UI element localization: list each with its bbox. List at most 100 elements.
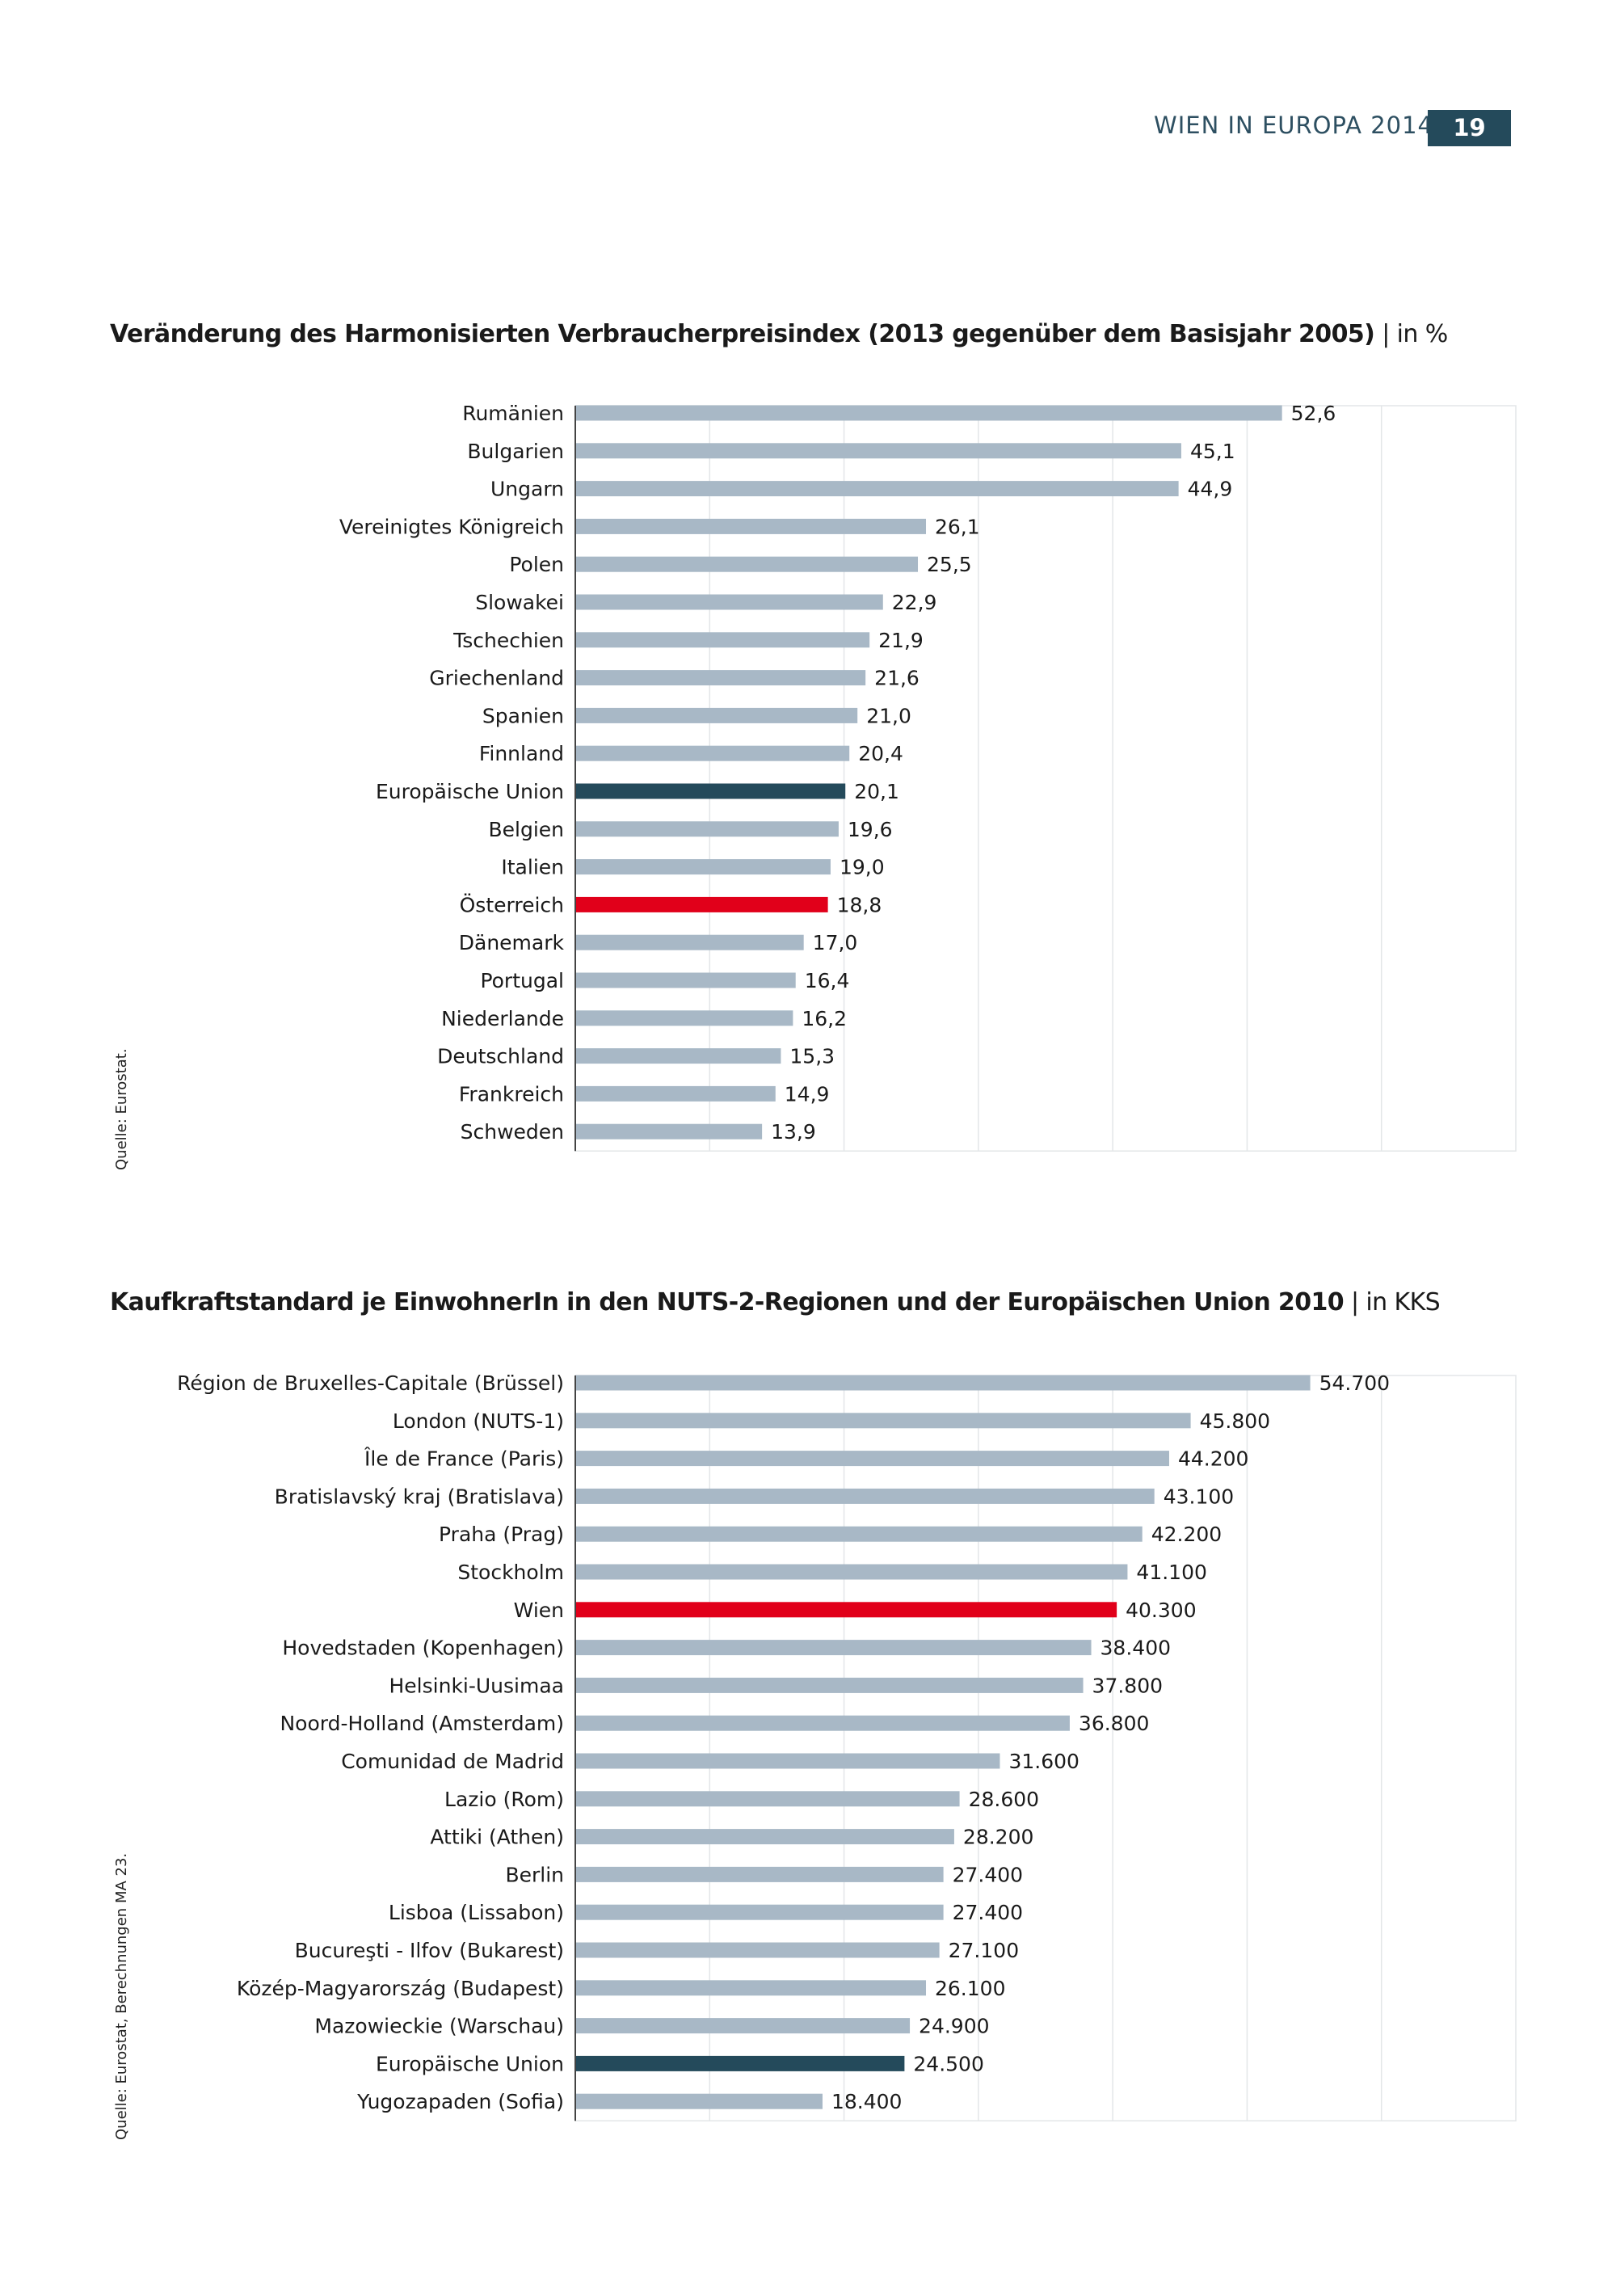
- category-label: Hovedstaden (Kopenhagen): [282, 1637, 564, 1660]
- chart-2-title-text: Kaufkraftstandard je EinwohnerIn in den …: [110, 1288, 1345, 1317]
- bar-2-11: [575, 1791, 960, 1807]
- category-label: Stockholm: [457, 1561, 564, 1584]
- bar-1-12: [575, 859, 831, 875]
- category-label: Polen: [509, 553, 564, 576]
- category-label: Bulgarien: [467, 440, 564, 463]
- bar-1-16: [575, 1010, 793, 1026]
- value-label: 22,9: [892, 591, 937, 614]
- chart-1-unit: | in %: [1382, 320, 1448, 348]
- category-label: Praha (Prag): [439, 1523, 564, 1546]
- category-label: Belgien: [488, 818, 564, 841]
- category-label: Spanien: [482, 704, 564, 727]
- value-label: 45,1: [1190, 440, 1235, 463]
- category-label: Mazowieckie (Warschau): [314, 2015, 564, 2038]
- value-label: 21,6: [874, 667, 920, 690]
- bar-1-0: [575, 405, 1282, 421]
- value-label: 27.400: [953, 1901, 1023, 1924]
- value-label: 28.600: [969, 1788, 1039, 1811]
- bar-2-13: [575, 1866, 944, 1882]
- category-label: Helsinki-Uusimaa: [389, 1674, 565, 1697]
- chart-1-source: Quelle: Eurostat.: [113, 1048, 130, 1170]
- category-label: Italien: [501, 856, 564, 879]
- category-label: Tschechien: [452, 629, 564, 652]
- category-label: Yugozapaden (Sofia): [356, 2090, 564, 2113]
- category-label: Közép-Magyarország (Budapest): [237, 1977, 564, 2000]
- bar-1-14: [575, 934, 804, 950]
- value-label: 27.100: [949, 1939, 1019, 1962]
- chart-1-title-text: Veränderung des Harmonisierten Verbrauch…: [110, 320, 1375, 348]
- category-label: Attiki (Athen): [430, 1826, 564, 1849]
- category-label: Lazio (Rom): [444, 1788, 564, 1811]
- bar-1-9: [575, 745, 850, 761]
- category-label: Bratislavský kraj (Bratislava): [275, 1485, 564, 1508]
- value-label: 24.900: [919, 2015, 989, 2038]
- bar-1-13: [575, 896, 828, 912]
- value-label: 14,9: [785, 1082, 830, 1106]
- bar-2-2: [575, 1451, 1169, 1467]
- bar-2-6: [575, 1602, 1117, 1618]
- plot-frame: [574, 1375, 1517, 2121]
- bar-2-16: [575, 1980, 927, 1996]
- bar-1-1: [575, 443, 1181, 459]
- category-label: Wien: [514, 1599, 564, 1622]
- chart-2-source: Quelle: Eurostat, Berechnungen MA 23.: [113, 1852, 130, 2140]
- bar-1-17: [575, 1048, 781, 1064]
- bar-1-7: [575, 670, 866, 686]
- value-label: 44,9: [1188, 478, 1233, 501]
- category-label: Ungarn: [490, 478, 564, 501]
- header-title: WIEN IN EUROPA 2014: [1154, 112, 1433, 139]
- bar-2-18: [575, 2055, 905, 2071]
- value-label: 27.400: [953, 1863, 1023, 1886]
- value-label: 19,0: [840, 856, 885, 879]
- value-label: 54.700: [1319, 1371, 1390, 1395]
- chart-1-title: Veränderung des Harmonisierten Verbrauch…: [110, 320, 1448, 348]
- value-label: 25,5: [927, 553, 972, 576]
- value-label: 21,0: [866, 704, 911, 727]
- bar-2-8: [575, 1677, 1084, 1693]
- category-label: Rumänien: [462, 402, 564, 425]
- bar-1-15: [575, 972, 796, 988]
- category-label: Île de France (Paris): [364, 1447, 564, 1471]
- category-label: Région de Bruxelles-Capitale (Brüssel): [177, 1371, 564, 1395]
- value-label: 38.400: [1100, 1637, 1171, 1660]
- value-label: 21,9: [878, 629, 924, 652]
- value-label: 31.600: [1008, 1750, 1079, 1773]
- category-label: Schweden: [461, 1120, 564, 1144]
- bar-2-14: [575, 1904, 944, 1920]
- bar-2-5: [575, 1564, 1128, 1580]
- bar-2-7: [575, 1640, 1092, 1656]
- bar-1-6: [575, 632, 870, 648]
- category-label: Deutschland: [437, 1045, 564, 1068]
- category-label: Griechenland: [429, 667, 564, 690]
- category-label: London (NUTS-1): [393, 1409, 564, 1433]
- value-label: 16,4: [805, 969, 850, 992]
- category-label: Niederlande: [441, 1007, 564, 1030]
- bar-2-15: [575, 1942, 940, 1958]
- value-label: 28.200: [963, 1826, 1033, 1849]
- category-label: Österreich: [460, 893, 564, 916]
- category-label: Vereinigtes Königreich: [339, 515, 564, 538]
- value-label: 41.100: [1136, 1561, 1206, 1584]
- value-label: 40.300: [1126, 1599, 1196, 1622]
- bar-1-3: [575, 518, 927, 534]
- category-label: Europäische Union: [376, 780, 564, 803]
- bar-1-10: [575, 783, 846, 799]
- value-label: 20,4: [858, 742, 903, 765]
- bar-2-12: [575, 1829, 954, 1845]
- bar-1-8: [575, 707, 858, 723]
- value-label: 26.100: [935, 1977, 1005, 2000]
- bar-2-1: [575, 1413, 1191, 1429]
- category-label: Europäische Union: [376, 2052, 564, 2075]
- value-label: 18.400: [831, 2090, 902, 2113]
- value-label: 52,6: [1291, 402, 1336, 425]
- value-label: 43.100: [1164, 1485, 1234, 1508]
- value-label: 20,1: [854, 780, 899, 803]
- value-label: 17,0: [813, 931, 858, 954]
- bar-2-4: [575, 1526, 1143, 1542]
- category-label: Bucureşti - Ilfov (Bukarest): [295, 1939, 564, 1962]
- bar-2-9: [575, 1715, 1070, 1731]
- bar-2-17: [575, 2018, 911, 2034]
- bar-1-2: [575, 481, 1179, 497]
- value-label: 37.800: [1092, 1674, 1163, 1697]
- bar-1-19: [575, 1123, 763, 1140]
